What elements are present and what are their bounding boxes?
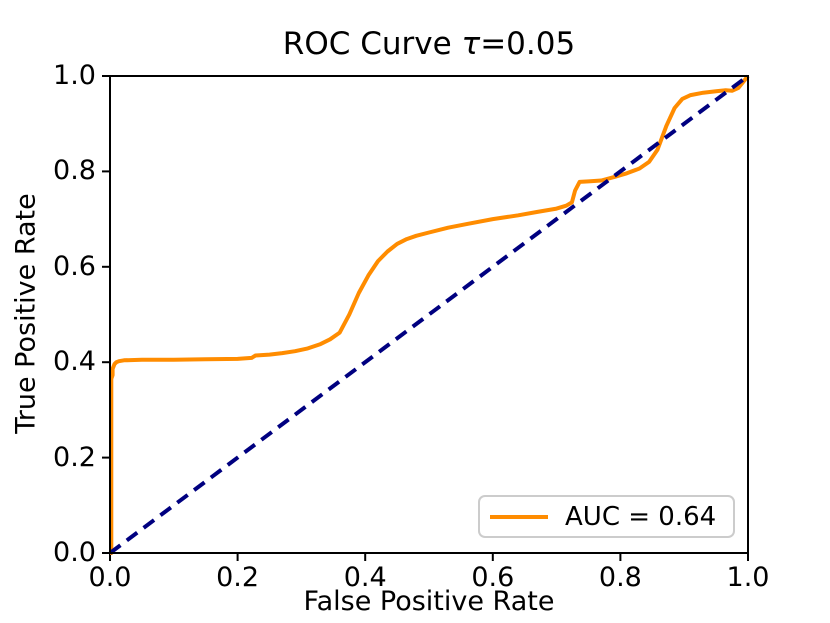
- x-tick-label: 1.0: [726, 562, 770, 593]
- legend-line-swatch: [490, 514, 548, 519]
- y-tick-label: 1.0: [53, 60, 96, 91]
- x-tick-label: 0.0: [88, 562, 132, 593]
- y-tick-label: 0.4: [53, 346, 96, 378]
- roc-curve: [109, 74, 750, 555]
- x-tick-label: 0.6: [471, 562, 515, 593]
- y-tick-label: 0.2: [53, 441, 96, 473]
- x-axis-label: False Positive Rate: [303, 586, 555, 617]
- x-tick-label: 0.2: [216, 562, 260, 593]
- legend: AUC = 0.64: [478, 495, 735, 538]
- chart-title-tau: τ: [461, 26, 481, 62]
- x-tick-label: 0.8: [598, 562, 642, 593]
- y-tick-label: 0.6: [53, 250, 96, 282]
- axes-frame: [109, 75, 749, 554]
- chart-title-threshold: =0.05: [480, 26, 576, 62]
- chance-diagonal: [108, 74, 750, 555]
- x-tick-label: 0.4: [343, 562, 387, 593]
- y-tick-label: 0.8: [53, 155, 96, 187]
- legend-label: AUC = 0.64: [565, 501, 717, 532]
- chart-title: ROC Curve τ=0.05: [110, 26, 748, 62]
- y-tick-label: 0.0: [53, 537, 96, 568]
- chart-title-prefix: ROC Curve: [282, 26, 462, 62]
- y-axis-label: True Positive Rate: [10, 193, 42, 434]
